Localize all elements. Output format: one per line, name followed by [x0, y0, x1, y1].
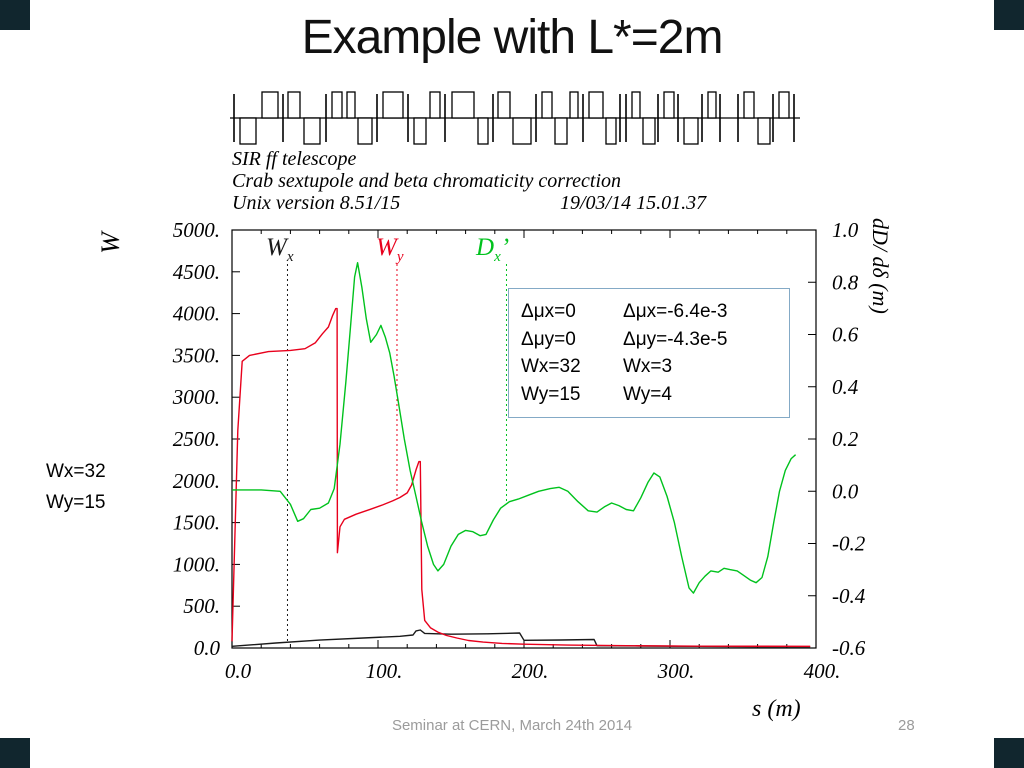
annotation-row: Δμx=0 Δμx=-6.4e-3: [521, 298, 777, 326]
lattice-magnet-up: [743, 91, 755, 119]
plot-header-line1: SIR ff telescope: [232, 148, 357, 170]
y-left-tick-label: 500.: [183, 594, 220, 618]
y-left-tick-label: 4000.: [173, 302, 220, 326]
y-right-tick-label: 0.2: [832, 427, 859, 451]
y-right-tick-label: 1.0: [832, 218, 859, 242]
legend-wy-main: W: [376, 234, 397, 261]
lattice-magnet-down: [642, 117, 656, 145]
legend-wx-sub: x: [286, 249, 294, 265]
lattice-magnet-down: [303, 117, 321, 145]
lattice-magnet-down: [477, 117, 489, 145]
y-left-tick-label: 2000.: [173, 469, 220, 493]
lattice-magnet-down: [554, 117, 568, 145]
annotation-cell: Δμy=0: [521, 328, 576, 350]
x-tick-label: 200.: [512, 659, 549, 683]
lattice-magnet-up: [497, 91, 511, 119]
y-right-tick-label: 0.6: [832, 323, 859, 347]
y-left-tick-label: 0.0: [194, 636, 221, 660]
lattice-magnet-up: [663, 91, 675, 119]
lattice-magnet-up: [569, 91, 579, 119]
legend-dx-sub: x: [494, 249, 501, 265]
plot-header-date: 19/03/14 15.01.37: [560, 192, 707, 214]
y-left-tick-label: 4500.: [173, 260, 220, 284]
page-number: 28: [898, 717, 915, 734]
y-right-tick-label: -0.6: [832, 636, 866, 660]
annotation-cell: Δμx=-6.4e-3: [623, 301, 728, 322]
lattice-magnet-up: [707, 91, 717, 119]
annotation-row: Wy=15 Wy=4: [521, 381, 777, 409]
lattice-magnet-up: [451, 91, 475, 119]
annotation-cell: Δμy=-4.3e-5: [623, 328, 728, 350]
x-tick-label: 300.: [657, 659, 695, 683]
side-wy-value: Wy=15: [46, 492, 106, 514]
side-w-values-label: Wx=32 Wy=15: [46, 456, 106, 519]
lattice-magnet-down: [413, 117, 427, 145]
lattice-magnet-up: [287, 91, 301, 119]
y-left-axis-title: W: [95, 232, 125, 254]
lattice-magnet-up: [346, 91, 356, 119]
x-tick-label: 100.: [366, 659, 403, 683]
annotation-cell: Wy=4: [623, 383, 672, 405]
corner-decoration-bottom-left: [0, 738, 30, 768]
y-left-tick-label: 3000.: [172, 385, 220, 409]
legend-wy-sub: y: [396, 249, 404, 265]
plot-header-version: Unix version 8.51/15: [232, 192, 401, 214]
legend-dx-main: D: [476, 234, 495, 261]
lattice-magnet-down: [757, 117, 771, 145]
lattice-magnet-down: [357, 117, 373, 145]
annotation-cell: Δμx=0: [521, 301, 576, 322]
annotation-cell: Wy=15: [521, 383, 581, 405]
annotation-row: Wx=32 Wx=3: [521, 353, 777, 381]
y-right-tick-label: 0.8: [832, 270, 859, 294]
lattice-magnet-up: [588, 91, 604, 119]
legend-wx-main: W: [266, 234, 287, 261]
x-tick-label: 0.0: [225, 659, 252, 683]
lattice-magnet-up: [331, 91, 343, 119]
lattice-magnet-down: [605, 117, 617, 145]
corner-decoration-top-left: [0, 0, 30, 30]
annotation-row: Δμy=0 Δμy=-4.3e-5: [521, 326, 777, 354]
lattice-magnet-up: [631, 91, 641, 119]
x-axis-title: s (m): [752, 696, 801, 722]
side-wx-value: Wx=32: [46, 461, 106, 482]
y-right-tick-label: 0.4: [832, 375, 859, 399]
legend-dx: Dx’: [476, 234, 509, 266]
annotation-cell: Wx=32: [521, 356, 581, 378]
lattice-magnet-down: [512, 117, 532, 145]
lattice-magnet-down: [239, 117, 257, 145]
legend-dx-prime: ’: [500, 234, 510, 261]
y-right-tick-label: -0.2: [832, 532, 866, 556]
y-left-tick-label: 5000.: [173, 218, 220, 242]
corner-decoration-bottom-right: [994, 738, 1024, 768]
y-left-tick-label: 3500.: [172, 343, 220, 367]
series-line-Wy: [231, 307, 811, 647]
series-line-Dx': [232, 262, 797, 594]
slide-title: Example with L*=2m: [301, 11, 724, 64]
plot-header-line2: Crab sextupole and beta chromaticity cor…: [232, 170, 621, 192]
lattice-magnet-up: [429, 91, 441, 119]
lattice-magnet-up: [261, 91, 279, 119]
y-left-tick-label: 2500.: [173, 427, 220, 451]
annotation-cell: Wx=3: [623, 356, 673, 378]
y-right-tick-label: -0.4: [832, 584, 866, 608]
lattice-magnet-up: [382, 91, 404, 119]
lattice-magnet-up: [778, 91, 790, 119]
y-left-tick-label: 1500.: [173, 511, 220, 535]
y-right-axis-title: dD/ dδ (m): [868, 218, 893, 314]
corner-decoration-top-right: [994, 0, 1024, 30]
footer-text: Seminar at CERN, March 24th 2014: [391, 717, 633, 734]
y-left-tick-label: 1000.: [173, 552, 220, 576]
y-right-tick-label: 0.0: [832, 479, 859, 503]
result-annotation-box: Δμx=0 Δμx=-6.4e-3 Δμy=0 Δμy=-4.3e-5 Wx=3…: [508, 288, 790, 419]
legend-wy: Wy: [376, 234, 404, 266]
lattice-magnet-down: [683, 117, 699, 145]
x-tick-label: 400.: [804, 659, 841, 683]
legend-wx: Wx: [266, 234, 294, 266]
lattice-magnet-up: [541, 91, 553, 119]
